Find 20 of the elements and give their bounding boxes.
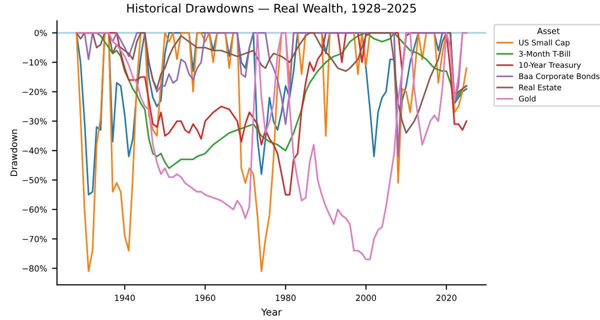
y-tick-label: −50% — [22, 177, 47, 184]
y-axis-title: Drawdown — [10, 130, 18, 176]
y-tick-label: −80% — [22, 265, 47, 272]
y-tick-label: 0% — [34, 30, 47, 36]
x-tick-label: 1980 — [276, 294, 296, 301]
x-axis-title: Year — [261, 308, 282, 316]
line-series — [76, 32, 468, 134]
x-tick-label: 1940 — [115, 294, 135, 301]
line-series — [76, 32, 468, 196]
x-tick-label: 2000 — [356, 294, 376, 301]
legend-title: Asset — [537, 28, 560, 34]
y-tick-label: −40% — [22, 148, 47, 154]
y-tick-label: −10% — [22, 59, 47, 66]
y-tick-label: −30% — [22, 118, 47, 124]
x-tick-label: 1960 — [195, 294, 216, 301]
y-tick-label: −60% — [22, 206, 47, 213]
x-tick-label: 2020 — [436, 294, 456, 301]
chart-title: Historical Drawdowns — Real Wealth, 1928–2025 — [127, 3, 416, 14]
y-tick-label: −70% — [22, 236, 47, 242]
y-tick-label: −20% — [22, 88, 47, 96]
